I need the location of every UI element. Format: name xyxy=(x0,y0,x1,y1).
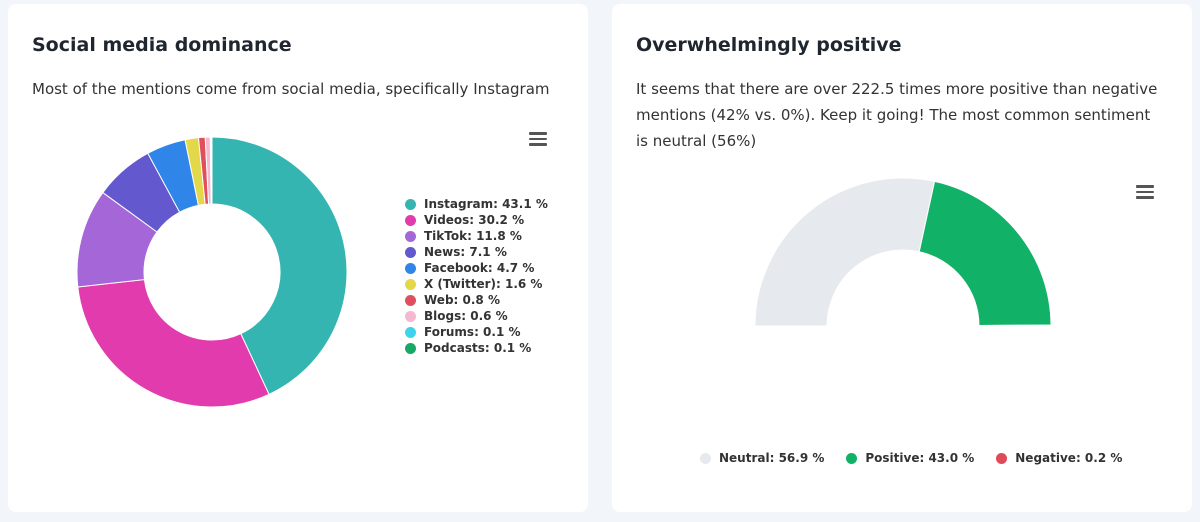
legend-marker xyxy=(405,214,416,226)
hamburger-icon[interactable] xyxy=(1136,185,1154,199)
legend-item[interactable]: Facebook: 4.7 % xyxy=(405,260,548,276)
legend-marker xyxy=(405,326,416,338)
donut-chart xyxy=(76,136,348,408)
legend-item[interactable]: X (Twitter): 1.6 % xyxy=(405,276,548,292)
slice-videos[interactable] xyxy=(77,279,270,408)
legend-label: Blogs: 0.6 % xyxy=(424,309,508,323)
hamburger-icon[interactable] xyxy=(529,132,547,146)
legend-item[interactable]: Forums: 0.1 % xyxy=(405,324,548,340)
card-title: Social media dominance xyxy=(32,34,292,56)
legend-item[interactable]: News: 7.1 % xyxy=(405,244,548,260)
legend-marker xyxy=(846,452,858,464)
slice-positive[interactable] xyxy=(918,180,1052,327)
legend-item[interactable]: Instagram: 43.1 % xyxy=(405,196,548,212)
legend-label: Negative: 0.2 % xyxy=(1015,451,1123,465)
legend-label: Podcasts: 0.1 % xyxy=(424,341,532,355)
legend-label: X (Twitter): 1.6 % xyxy=(424,277,543,291)
legend-marker xyxy=(405,294,416,306)
legend-label: Facebook: 4.7 % xyxy=(424,261,535,275)
slice-instagram[interactable] xyxy=(211,136,348,396)
legend-marker xyxy=(405,262,416,274)
card-subtitle: It seems that there are over 222.5 times… xyxy=(636,80,1158,150)
legend-item[interactable]: Negative: 0.2 % xyxy=(996,450,1122,466)
semi-donut-chart xyxy=(754,177,1052,327)
legend-marker xyxy=(700,452,711,464)
legend-item[interactable]: Web: 0.8 % xyxy=(405,292,548,308)
slice-podcasts[interactable] xyxy=(210,136,213,205)
legend-label: Instagram: 43.1 % xyxy=(424,197,548,211)
legend-label: Forums: 0.1 % xyxy=(424,325,521,339)
legend-label: Videos: 30.2 % xyxy=(424,213,525,227)
legend-marker xyxy=(996,452,1008,464)
legend-item[interactable]: Neutral: 56.9 % xyxy=(700,450,824,466)
slice-negative[interactable] xyxy=(978,324,1052,327)
legend: Instagram: 43.1 % Videos: 30.2 % TikTok: 1… xyxy=(405,196,548,356)
legend-item[interactable]: Podcasts: 0.1 % xyxy=(405,340,548,356)
legend-item[interactable]: TikTok: 11.8 % xyxy=(405,228,548,244)
legend-label: TikTok: 11.8 % xyxy=(424,229,522,243)
sentiment-card: Overwhelmingly positive It seems that th… xyxy=(612,4,1192,512)
legend-item[interactable]: Videos: 30.2 % xyxy=(405,212,548,228)
legend-marker xyxy=(405,342,416,354)
legend-label: News: 7.1 % xyxy=(424,245,507,259)
card-title: Overwhelmingly positive xyxy=(636,34,902,56)
legend-marker xyxy=(405,310,416,322)
legend-marker xyxy=(405,278,416,290)
social-media-card: Social media dominance Most of the menti… xyxy=(8,4,588,512)
legend: Neutral: 56.9 % Positive: 43.0 % Negative:… xyxy=(700,450,1122,466)
card-subtitle: Most of the mentions come from social me… xyxy=(32,80,550,98)
legend-label: Neutral: 56.9 % xyxy=(719,451,825,465)
legend-label: Positive: 43.0 % xyxy=(865,451,975,465)
legend-item[interactable]: Blogs: 0.6 % xyxy=(405,308,548,324)
legend-marker xyxy=(405,198,416,210)
legend-item[interactable]: Positive: 43.0 % xyxy=(846,450,974,466)
slice-neutral[interactable] xyxy=(754,177,936,327)
legend-label: Web: 0.8 % xyxy=(424,293,500,307)
legend-marker xyxy=(405,246,416,258)
legend-marker xyxy=(405,230,416,242)
